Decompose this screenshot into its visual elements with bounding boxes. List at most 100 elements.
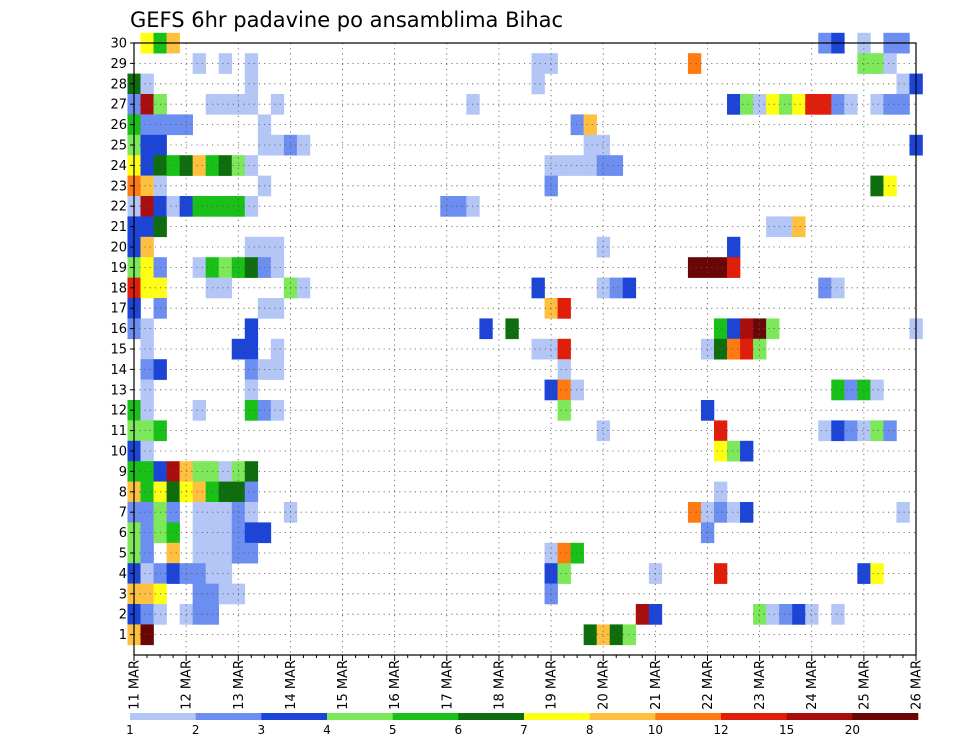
heatmap-cell	[140, 624, 154, 646]
colorbar-label: 1	[126, 723, 134, 737]
heatmap-cell	[192, 257, 206, 278]
y-tick-label: 29	[110, 57, 127, 72]
colorbar-label: 4	[323, 723, 331, 737]
heatmap-cell	[622, 624, 637, 646]
heatmap-cell	[753, 338, 767, 360]
heatmap-cell	[596, 236, 611, 258]
colorbar: 1 2 3 4 5 6 7 8 10 12 15 20	[126, 713, 919, 737]
heatmap-cell	[218, 563, 233, 584]
heatmap-cell	[270, 94, 285, 115]
heatmap-cell	[166, 461, 180, 482]
y-tick-label: 19	[110, 261, 127, 276]
heatmap-cell	[140, 196, 154, 217]
heatmap-cell	[870, 53, 884, 74]
heatmap-cell	[544, 379, 558, 401]
heatmap-cell	[244, 359, 259, 380]
heatmap-cell	[570, 379, 584, 401]
heatmap-cell	[244, 196, 259, 217]
heatmap-cell	[727, 318, 741, 340]
heatmap-cell	[740, 94, 754, 115]
heatmap-cell	[713, 257, 728, 278]
heatmap-cell	[544, 155, 558, 176]
heatmap-cell	[753, 94, 767, 115]
heatmap-cell	[140, 481, 154, 503]
y-tick-label: 1	[119, 628, 127, 643]
colorbar-label: 12	[713, 723, 728, 737]
heatmap-cell	[544, 175, 558, 197]
heatmap-cell	[544, 583, 558, 605]
heatmap-cell	[192, 522, 206, 544]
heatmap-cell	[140, 583, 154, 605]
heatmap-cell	[635, 604, 650, 625]
heatmap-cell	[805, 94, 819, 115]
grid-lines	[134, 42, 916, 655]
y-tick-label: 12	[110, 404, 127, 419]
heatmap-cell	[531, 73, 545, 95]
heatmap-cell	[779, 604, 793, 625]
heatmap-cell	[453, 196, 467, 217]
heatmap-cell	[557, 298, 571, 319]
heatmap-cell	[218, 461, 233, 482]
y-tick-label: 10	[110, 445, 127, 460]
x-tick-label: 16 MAR	[388, 660, 403, 710]
heatmap-cell	[727, 440, 741, 462]
heatmap-cell	[792, 216, 806, 238]
colorbar-label: 5	[389, 723, 397, 737]
colorbar-segment	[392, 713, 459, 720]
colorbar-segment	[655, 713, 722, 720]
heatmap-cell	[896, 73, 910, 95]
colorbar-segment	[786, 713, 853, 720]
y-tick-label: 22	[110, 200, 127, 215]
y-tick-label: 26	[110, 118, 127, 133]
heatmap-cell	[818, 420, 832, 442]
colorbar-segment	[589, 713, 656, 720]
heatmap-cell	[218, 277, 233, 299]
heatmap-cell	[818, 94, 832, 115]
heatmap-cell	[557, 338, 571, 360]
heatmap-cell	[192, 583, 206, 605]
heatmap-cell	[700, 400, 715, 421]
heatmap-cell	[727, 338, 741, 360]
x-tick-label: 24 MAR	[805, 660, 820, 710]
heatmap-cell	[779, 216, 793, 238]
heatmap-cell	[740, 318, 754, 340]
colorbar-label: 3	[258, 723, 266, 737]
colorbar-label: 20	[845, 723, 860, 737]
heatmap-cell	[270, 359, 285, 380]
y-tick-label: 20	[110, 241, 127, 256]
heatmap-cell	[870, 94, 884, 115]
heatmap-cell	[270, 236, 285, 258]
y-tick-label: 18	[110, 281, 127, 296]
heatmap-cell	[218, 196, 233, 217]
heatmap-cell	[753, 318, 767, 340]
heatmap-cell	[244, 522, 259, 544]
heatmap-cell	[531, 277, 545, 299]
heatmap-cell	[596, 134, 611, 156]
heatmap-cell	[192, 155, 206, 176]
heatmap-cell	[166, 522, 180, 544]
y-tick-label: 3	[119, 587, 127, 602]
heatmap-cell	[870, 420, 884, 442]
heatmap-cell	[270, 338, 285, 360]
heatmap-cell	[831, 277, 845, 299]
heatmap-cell	[140, 318, 154, 340]
heatmap-cell	[831, 420, 845, 442]
heatmap-cell	[270, 134, 285, 156]
heatmap-cell	[244, 73, 259, 95]
y-tick-label: 21	[110, 220, 127, 235]
heatmap-cell	[140, 563, 154, 584]
heatmap-cell	[244, 542, 259, 564]
heatmap-cell	[583, 155, 597, 176]
y-tick-label: 25	[110, 139, 127, 154]
x-tick-label: 22 MAR	[701, 660, 716, 710]
heatmap-cell	[296, 277, 311, 299]
y-tick-label: 27	[110, 98, 127, 113]
heatmap-cell	[140, 400, 154, 421]
y-tick-label: 8	[119, 485, 127, 500]
heatmap-cell	[596, 624, 611, 646]
heatmap-cell	[140, 94, 154, 115]
heatmap-cell	[779, 94, 793, 115]
heatmap-cell	[531, 338, 545, 360]
colorbar-segment	[130, 713, 196, 720]
heatmap-cell	[244, 155, 259, 176]
